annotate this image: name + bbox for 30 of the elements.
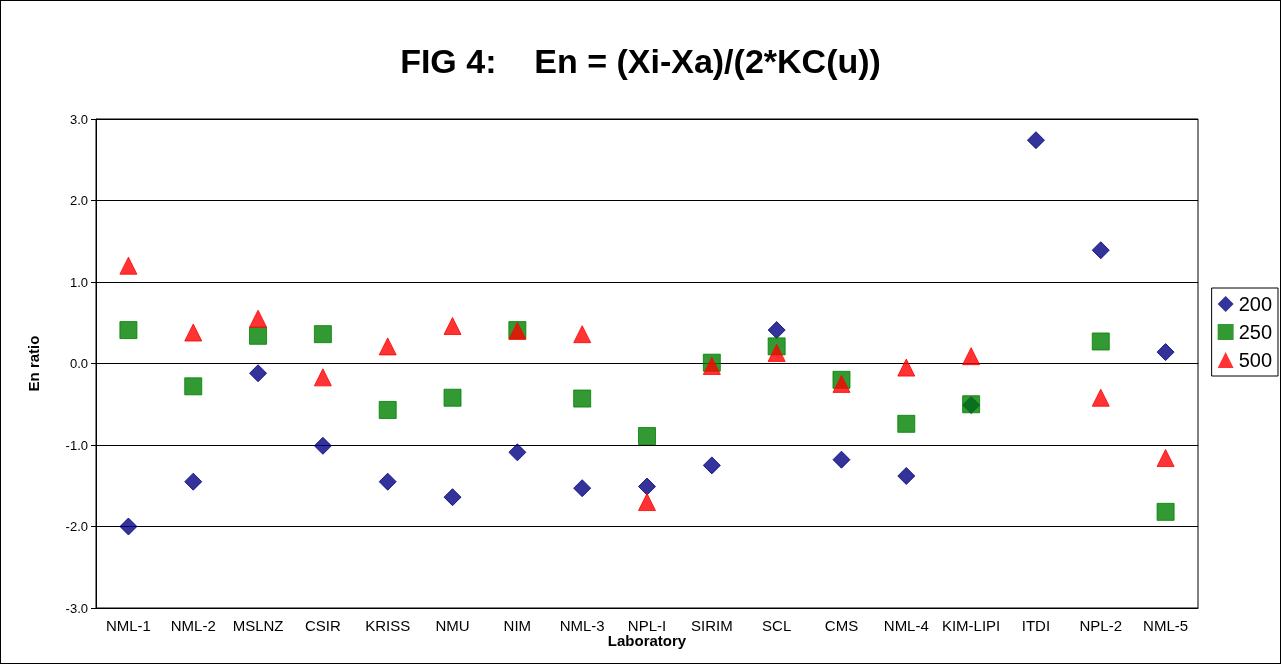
x-tick-label: NML-5 [1143,617,1189,634]
x-tick-label: NML-1 [105,617,151,634]
y-tick-label: -1.0 [65,437,88,453]
y-tick-label: 1.0 [69,274,88,290]
y-tick-label: 0.0 [69,356,88,371]
x-tick-label: NMU [435,617,470,634]
legend-label: 200 [1238,293,1273,315]
legend-label: 250 [1238,321,1273,343]
x-tick-label: MSLNZ [232,617,284,634]
x-tick-label: CSIR [304,617,341,634]
x-axis-title: Laboratory [607,632,687,649]
x-tick-label: NML-2 [170,617,216,634]
x-tick-label: NML-3 [559,617,605,634]
x-tick-label: CMS [824,617,859,634]
x-tick-label: NPL-I [627,617,667,634]
x-tick-label: NPL-2 [1079,617,1123,634]
x-tick-label: NIM [503,617,532,634]
x-tick-label: NML-4 [883,617,929,634]
x-tick-label: SCL [762,617,792,634]
y-tick-label: -2.0 [65,519,88,534]
x-tick-label: SIRIM [690,617,733,634]
x-tick-label: KIM-LIPI [941,617,1001,634]
chart-title: FIG 4: En = (Xi-Xa)/(2*KC(u)) [400,42,881,80]
legend-label: 500 [1238,349,1273,371]
x-tick-label: ITDI [1021,617,1051,634]
y-tick-label: 2.0 [69,193,88,208]
x-tick-label: KRISS [365,617,411,634]
y-axis-title: En ratio [25,335,42,392]
y-tick-label: -3.0 [65,600,88,616]
y-tick-label: 3.0 [69,111,88,127]
